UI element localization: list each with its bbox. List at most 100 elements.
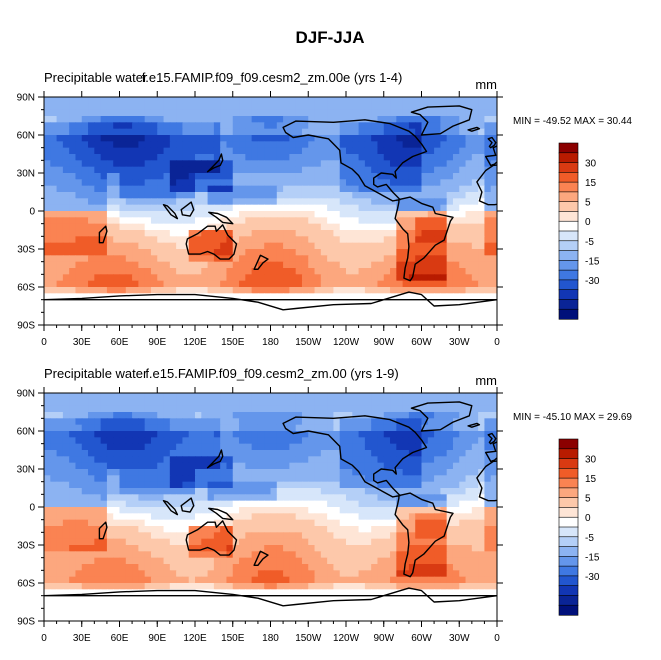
field-cell	[459, 261, 467, 269]
field-cell	[113, 557, 121, 565]
field-cell	[289, 141, 297, 149]
field-cell	[213, 450, 221, 457]
field-cell	[125, 109, 133, 117]
field-cell	[320, 242, 328, 250]
field-cell	[471, 287, 479, 294]
field-cell	[94, 204, 102, 212]
field-cell	[434, 179, 441, 187]
field-cell	[176, 185, 184, 193]
field-cell	[176, 450, 184, 457]
field-cell	[490, 405, 497, 413]
field-cell	[169, 526, 177, 533]
field-cell	[213, 526, 221, 533]
field-cell	[94, 135, 102, 142]
field-cell	[415, 223, 423, 231]
field-cell	[56, 405, 64, 413]
field-cell	[402, 211, 410, 218]
field-cell	[440, 109, 448, 117]
field-cell	[264, 280, 272, 288]
field-cell	[62, 109, 70, 117]
field-cell	[452, 242, 460, 250]
field-cell	[195, 424, 202, 432]
field-cell	[415, 179, 423, 187]
field-cell	[125, 399, 133, 407]
field-cell	[364, 412, 372, 419]
field-cell	[75, 299, 83, 307]
field-cell	[75, 173, 83, 180]
field-cell	[283, 166, 290, 174]
field-cell	[314, 557, 322, 565]
field-cell	[169, 179, 177, 187]
field-cell	[270, 437, 278, 445]
field-cell	[132, 217, 139, 225]
field-cell	[371, 507, 379, 514]
field-cell	[490, 393, 497, 400]
field-cell	[390, 261, 397, 269]
field-cell	[50, 173, 58, 180]
colorbar-tick-label: 5	[585, 198, 591, 209]
field-cell	[478, 109, 486, 117]
field-cell	[239, 418, 246, 426]
field-cell	[421, 141, 429, 149]
field-cell	[81, 223, 89, 231]
field-cell	[50, 418, 58, 426]
field-cell	[213, 268, 221, 275]
field-cell	[283, 513, 290, 521]
field-cell	[471, 249, 479, 256]
field-cell	[176, 255, 184, 263]
field-cell	[371, 551, 379, 559]
field-cell	[94, 116, 102, 123]
field-cell	[490, 418, 497, 426]
field-cell	[163, 437, 171, 445]
field-cell	[484, 424, 492, 432]
field-cell	[169, 399, 177, 407]
field-cell	[289, 570, 297, 578]
field-cell	[50, 312, 58, 320]
field-cell	[138, 564, 146, 571]
field-cell	[308, 217, 316, 225]
field-cell	[81, 204, 89, 212]
field-cell	[213, 513, 221, 521]
field-cell	[270, 306, 278, 313]
field-cell	[283, 293, 290, 301]
field-cell	[264, 135, 272, 142]
field-cell	[440, 513, 448, 521]
y-tick-label: 60N	[17, 131, 35, 142]
field-cell	[289, 280, 297, 288]
field-cell	[283, 494, 290, 502]
field-cell	[427, 393, 435, 400]
field-cell	[465, 97, 473, 104]
field-cell	[226, 122, 234, 130]
field-cell	[295, 236, 303, 244]
field-cell	[213, 424, 221, 432]
field-cell	[333, 204, 341, 212]
field-cell	[94, 318, 102, 325]
field-cell	[276, 242, 284, 250]
field-cell	[478, 450, 486, 457]
field-cell	[62, 576, 70, 584]
field-cell	[270, 204, 278, 212]
field-cell	[408, 160, 416, 168]
field-cell	[371, 431, 379, 438]
field-cell	[251, 557, 259, 565]
field-cell	[471, 399, 479, 407]
field-cell	[188, 280, 196, 288]
field-cell	[125, 393, 133, 400]
field-cell	[188, 494, 196, 502]
field-cell	[188, 551, 196, 559]
field-cell	[270, 173, 278, 180]
field-cell	[245, 179, 253, 187]
field-cell	[150, 431, 158, 438]
field-cell	[459, 223, 467, 231]
field-cell	[452, 217, 460, 225]
field-cell	[402, 399, 410, 407]
field-cell	[157, 526, 165, 533]
colorbar-tick-label: 15	[585, 178, 597, 189]
field-cell	[301, 570, 309, 578]
field-cell	[339, 147, 347, 155]
field-cell	[289, 249, 297, 256]
field-cell	[377, 494, 385, 502]
field-cell	[283, 185, 290, 193]
field-cell	[119, 551, 127, 559]
field-cell	[421, 280, 429, 288]
